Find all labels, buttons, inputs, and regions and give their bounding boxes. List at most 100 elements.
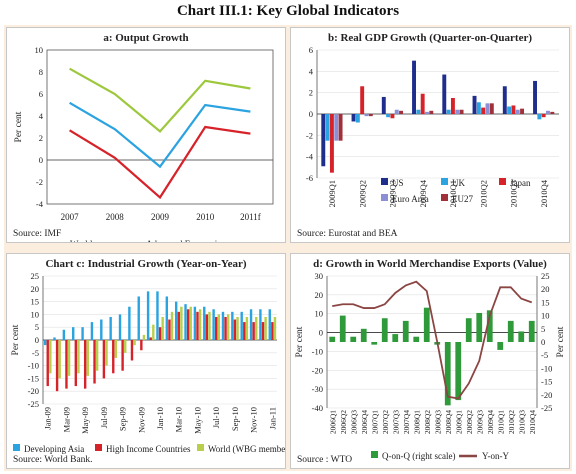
bar: [550, 111, 555, 114]
x-tick-label: 2010Q4: [528, 410, 537, 434]
bar: [360, 86, 365, 114]
y-tick-label: -2: [306, 130, 313, 140]
bar: [240, 311, 243, 340]
x-tick-label: Mar-09: [61, 407, 71, 432]
x-tick-label: 2006Q4: [360, 410, 369, 434]
x-tick-label: Jan-11: [267, 407, 277, 429]
chart-d-plot: -40 -30 -20 -10 0 10 20 30 -25 -20 -15 -10 -5 0 5 10 15 2…: [295, 271, 566, 461]
x-tick-label: 2010Q3: [509, 180, 519, 207]
y-tick-label: -40: [312, 403, 323, 413]
x-tick-label: 2009Q1: [327, 180, 337, 207]
x-tick-label: 2008Q4: [444, 410, 453, 434]
bar: [271, 322, 274, 340]
bar: [351, 114, 356, 122]
bar: [368, 114, 373, 117]
bar: [55, 340, 59, 392]
y-right-tick-label: -25: [541, 403, 552, 413]
bar: [46, 340, 49, 387]
x-tick-label: 2009Q4: [418, 179, 428, 207]
chart-a-title: a: Output Growth: [103, 32, 189, 44]
y-tick-label: 4: [309, 66, 314, 76]
bar: [321, 114, 326, 167]
bar: [546, 110, 550, 114]
y-tick-label: -25: [28, 399, 39, 409]
x-tick-label: 2007Q2: [381, 410, 390, 434]
y-tick-label: 6: [309, 45, 313, 55]
x-tick-label: 2006Q2: [339, 410, 348, 434]
legend-label: High Income Countries: [106, 444, 191, 454]
panel-c: Chart c: Industrial Growth (Year-on-Year…: [6, 253, 286, 469]
bar: [455, 109, 460, 114]
bar: [140, 340, 143, 351]
bar: [100, 319, 103, 340]
panel-d: d: Growth in World Merchandise Exports (…: [290, 253, 570, 469]
bar: [53, 337, 56, 340]
bar: [112, 340, 115, 374]
bar: [158, 327, 162, 340]
legend-swatch: [381, 178, 388, 185]
bar: [86, 340, 89, 376]
bar: [118, 314, 122, 340]
bar: [390, 114, 395, 119]
chart-c-title: Chart c: Industrial Growth (Year-on-Year…: [45, 258, 247, 270]
bar: [217, 314, 221, 340]
bar: [93, 340, 96, 384]
y-right-tick-label: 0: [541, 337, 545, 347]
bar: [81, 327, 84, 340]
bar: [198, 309, 202, 340]
bar: [533, 80, 537, 114]
bar: [58, 340, 61, 379]
bar: [273, 316, 277, 340]
bar: [249, 309, 253, 340]
x-tick-label: 2009Q3: [388, 180, 398, 207]
bar: [355, 114, 360, 123]
chart-a-source: Source: IMF: [13, 229, 62, 239]
bar: [334, 114, 339, 141]
legend-swatch: [441, 194, 448, 201]
y-right-tick-label: 5: [541, 324, 545, 334]
y-tick-label: 2: [39, 133, 43, 143]
bar: [446, 109, 451, 114]
y-axis-label: Per cent: [14, 111, 24, 142]
legend-swatch: [95, 444, 102, 451]
bar: [541, 114, 546, 118]
legend-label: World (WBG members): [208, 444, 286, 454]
y-tick-label: 10: [31, 309, 40, 319]
bar: [515, 109, 520, 114]
bar: [67, 340, 71, 376]
bar: [507, 320, 514, 342]
y-tick-label: 15: [31, 297, 40, 307]
bar: [255, 316, 258, 340]
y-tick-label: -2: [36, 177, 43, 187]
bar: [224, 316, 227, 340]
x-tick-label: 2007Q4: [402, 410, 411, 434]
x-tick-label: 2008Q3: [433, 410, 442, 434]
bar: [142, 334, 146, 340]
bar: [444, 342, 451, 406]
legend-label: UK: [452, 178, 465, 188]
bar: [412, 60, 416, 114]
legend-swatch: [381, 194, 388, 201]
chart-b-title: b: Real GDP Growth (Quarter-on-Quarter): [327, 32, 533, 44]
y-tick-label: 20: [315, 290, 324, 300]
bar: [95, 340, 99, 371]
chart-d-title: d: Growth in World Merchandise Exports (…: [313, 258, 547, 270]
x-tick-label: 2009Q1: [454, 410, 463, 434]
y-tick-label: -30: [312, 384, 323, 394]
bar: [90, 322, 94, 340]
x-tick-label: 2010Q1: [496, 410, 505, 434]
bar: [252, 322, 255, 340]
bar: [124, 340, 127, 353]
bar: [459, 109, 464, 114]
y-tick-label: -4: [306, 152, 314, 162]
chart-b-source: Source: Eurostat and BEA: [297, 229, 398, 239]
x-tick-label: 2009Q4: [486, 410, 495, 434]
bar: [450, 98, 455, 114]
bar: [399, 110, 404, 114]
legend-label: Y-on-Y: [482, 451, 509, 461]
panel-b: b: Real GDP Growth (Quarter-on-Quarter) …: [290, 27, 570, 243]
bar: [226, 314, 230, 340]
bar: [133, 340, 136, 346]
x-tick-label: Jul-10: [211, 407, 221, 428]
bar: [502, 86, 507, 114]
